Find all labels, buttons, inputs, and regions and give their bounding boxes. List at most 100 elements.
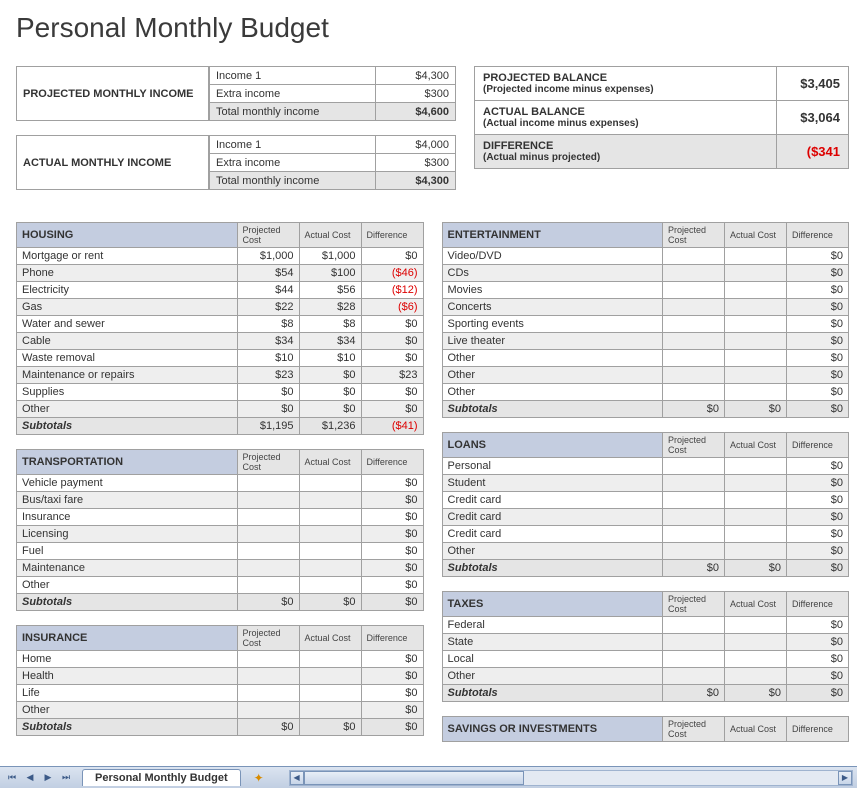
cell-actual[interactable] — [725, 509, 787, 526]
cell-actual[interactable] — [299, 560, 361, 577]
column-header[interactable]: Projected Cost — [663, 717, 725, 742]
cell-projected[interactable] — [663, 248, 725, 265]
column-header[interactable]: Projected Cost — [663, 592, 725, 617]
sheet-tab[interactable]: Personal Monthly Budget — [82, 769, 241, 786]
subtotal-difference[interactable]: $0 — [361, 594, 423, 611]
row-label[interactable]: Credit card — [442, 492, 663, 509]
category-header[interactable]: SAVINGS OR INVESTMENTS — [442, 717, 663, 742]
subtotal-difference[interactable]: $0 — [787, 401, 849, 418]
subtotal-actual[interactable]: $0 — [725, 685, 787, 702]
subtotal-actual[interactable]: $0 — [725, 401, 787, 418]
cell-projected[interactable] — [237, 509, 299, 526]
cell-actual[interactable]: $0 — [299, 384, 361, 401]
row-label[interactable]: State — [442, 634, 663, 651]
column-header[interactable]: Actual Cost — [725, 433, 787, 458]
row-label[interactable]: Movies — [442, 282, 663, 299]
column-header[interactable]: Actual Cost — [299, 223, 361, 248]
row-label[interactable]: CDs — [442, 265, 663, 282]
cell-projected[interactable] — [663, 526, 725, 543]
cell-actual[interactable] — [299, 526, 361, 543]
row-label[interactable]: Water and sewer — [17, 316, 238, 333]
row-label[interactable]: Cable — [17, 333, 238, 350]
row-label[interactable]: Local — [442, 651, 663, 668]
subtotal-difference[interactable]: $0 — [787, 560, 849, 577]
cell-projected[interactable] — [663, 617, 725, 634]
cell-projected[interactable] — [237, 685, 299, 702]
cell-projected[interactable] — [663, 509, 725, 526]
category-header[interactable]: LOANS — [442, 433, 663, 458]
cell-difference[interactable]: $0 — [787, 651, 849, 668]
scroll-thumb[interactable] — [304, 771, 524, 785]
row-label[interactable]: Licensing — [17, 526, 238, 543]
cell-projected[interactable]: $23 — [237, 367, 299, 384]
row-label[interactable]: Bus/taxi fare — [17, 492, 238, 509]
subtotal-difference[interactable]: $0 — [361, 719, 423, 736]
cell-projected[interactable] — [663, 367, 725, 384]
cell-actual[interactable] — [299, 651, 361, 668]
income-row-label[interactable]: Income 1 — [210, 136, 376, 154]
row-label[interactable]: Federal — [442, 617, 663, 634]
column-header[interactable]: Actual Cost — [299, 626, 361, 651]
cell-projected[interactable] — [663, 634, 725, 651]
cell-difference[interactable]: $23 — [361, 367, 423, 384]
row-label[interactable]: Phone — [17, 265, 238, 282]
row-label[interactable]: Other — [442, 543, 663, 560]
cell-difference[interactable]: $0 — [361, 350, 423, 367]
income-row-value[interactable]: $300 — [376, 154, 456, 172]
column-header[interactable]: Actual Cost — [725, 592, 787, 617]
cell-projected[interactable]: $1,000 — [237, 248, 299, 265]
income-row-value[interactable]: $4,000 — [376, 136, 456, 154]
cell-projected[interactable]: $54 — [237, 265, 299, 282]
cell-difference[interactable]: $0 — [361, 248, 423, 265]
cell-difference[interactable]: ($12) — [361, 282, 423, 299]
cell-actual[interactable] — [299, 509, 361, 526]
cell-projected[interactable] — [663, 651, 725, 668]
cell-actual[interactable] — [725, 475, 787, 492]
income-row-value[interactable]: $4,300 — [376, 67, 456, 85]
cell-actual[interactable] — [725, 526, 787, 543]
category-header[interactable]: ENTERTAINMENT — [442, 223, 663, 248]
cell-projected[interactable] — [663, 333, 725, 350]
income-row-label[interactable]: Income 1 — [210, 67, 376, 85]
scroll-right-icon[interactable]: ▶ — [838, 771, 852, 785]
cell-projected[interactable]: $34 — [237, 333, 299, 350]
cell-actual[interactable] — [725, 492, 787, 509]
row-label[interactable]: Other — [17, 702, 238, 719]
cell-projected[interactable] — [663, 543, 725, 560]
subtotal-projected[interactable]: $0 — [663, 685, 725, 702]
cell-difference[interactable]: $0 — [361, 401, 423, 418]
subtotal-actual[interactable]: $0 — [299, 594, 361, 611]
cell-actual[interactable] — [725, 651, 787, 668]
cell-difference[interactable]: $0 — [361, 475, 423, 492]
subtotal-label[interactable]: Subtotals — [17, 418, 238, 435]
row-label[interactable]: Health — [17, 668, 238, 685]
cell-projected[interactable] — [663, 316, 725, 333]
row-label[interactable]: Live theater — [442, 333, 663, 350]
income-row-label[interactable]: Extra income — [210, 85, 376, 103]
row-label[interactable]: Insurance — [17, 509, 238, 526]
cell-difference[interactable]: $0 — [787, 492, 849, 509]
cell-projected[interactable] — [237, 702, 299, 719]
cell-projected[interactable] — [663, 265, 725, 282]
cell-actual[interactable] — [299, 543, 361, 560]
horizontal-scrollbar[interactable]: ◀ ▶ — [289, 770, 853, 786]
row-label[interactable]: Other — [442, 668, 663, 685]
new-sheet-icon[interactable]: ✦ — [249, 770, 269, 786]
cell-difference[interactable]: $0 — [361, 668, 423, 685]
cell-projected[interactable]: $44 — [237, 282, 299, 299]
cell-actual[interactable] — [725, 634, 787, 651]
income-total-label[interactable]: Total monthly income — [210, 103, 376, 121]
column-header[interactable]: Projected Cost — [663, 223, 725, 248]
cell-actual[interactable] — [299, 685, 361, 702]
row-label[interactable]: Life — [17, 685, 238, 702]
cell-actual[interactable] — [725, 668, 787, 685]
row-label[interactable]: Home — [17, 651, 238, 668]
cell-difference[interactable]: $0 — [787, 367, 849, 384]
cell-projected[interactable] — [663, 475, 725, 492]
cell-projected[interactable]: $0 — [237, 384, 299, 401]
cell-projected[interactable]: $0 — [237, 401, 299, 418]
cell-projected[interactable] — [237, 526, 299, 543]
cell-projected[interactable] — [237, 651, 299, 668]
row-label[interactable]: Other — [17, 401, 238, 418]
cell-actual[interactable] — [299, 702, 361, 719]
